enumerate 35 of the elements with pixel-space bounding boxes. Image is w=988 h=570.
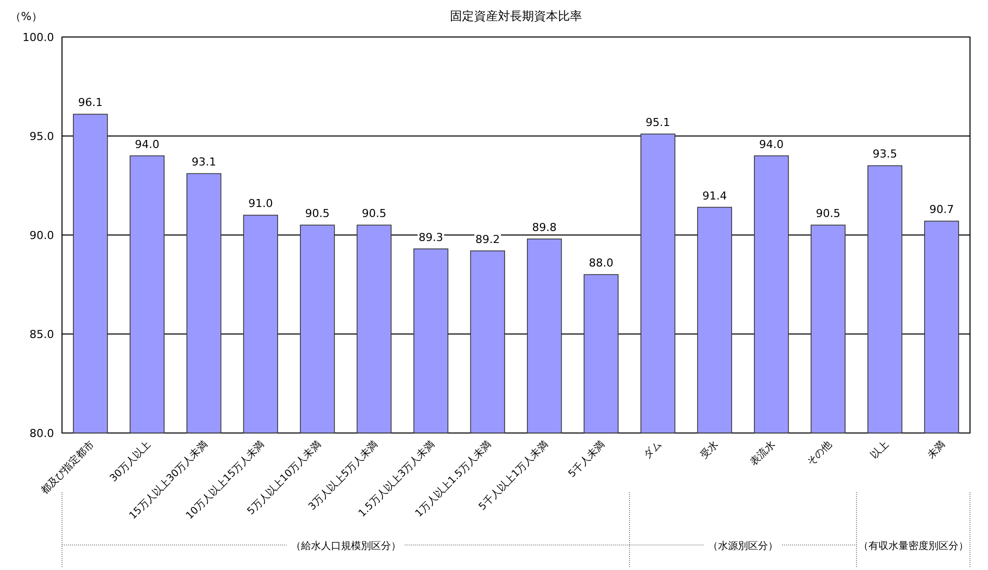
x-tick-label: ダム <box>641 438 664 462</box>
y-tick-label: 100.0 <box>22 31 54 44</box>
data-label: 88.0 <box>588 256 614 270</box>
data-label: 94.0 <box>134 138 160 151</box>
data-label: 90.5 <box>305 207 330 220</box>
x-tick-label: 表流水 <box>748 438 778 468</box>
data-label: 89.2 <box>475 232 500 246</box>
data-label: 90.5 <box>362 207 386 220</box>
chart-title: 固定資産対長期資本比率 <box>450 9 582 23</box>
data-label: 93.5 <box>872 148 898 161</box>
data-label: 91.0 <box>248 197 273 210</box>
data-label: 94.0 <box>759 138 784 151</box>
text: （水源別区分） <box>708 540 778 552</box>
text: （給水人口規模別区分） <box>290 540 401 552</box>
y-tick-label: 85.0 <box>30 328 54 341</box>
data-label: 91.4 <box>702 189 727 202</box>
y-axis-title: （%） <box>10 10 42 23</box>
data-label: 93.1 <box>192 156 216 169</box>
x-tick-label: 受水 <box>698 438 721 462</box>
data-label: 89.3 <box>418 230 444 244</box>
x-tick-label: 未満 <box>925 438 948 462</box>
x-tick-label: 都及び指定都市 <box>38 438 96 497</box>
x-tick-label: 5千人未満 <box>566 438 608 480</box>
x-tick-label: 30万人以上 <box>107 438 154 484</box>
text: （有収水量密度別区分） <box>858 540 968 552</box>
data-label: 96.1 <box>78 96 103 110</box>
data-label: 89.8 <box>532 220 557 234</box>
data-label: 90.7 <box>929 203 954 216</box>
y-tick-label: 95.0 <box>30 130 54 143</box>
x-tick-label: その他 <box>804 438 834 468</box>
y-tick-label: 80.0 <box>30 427 54 440</box>
data-label: 90.5 <box>816 207 840 220</box>
y-tick-label: 90.0 <box>30 229 54 242</box>
data-label: 95.1 <box>646 116 670 130</box>
x-tick-label: 以上 <box>868 438 891 462</box>
